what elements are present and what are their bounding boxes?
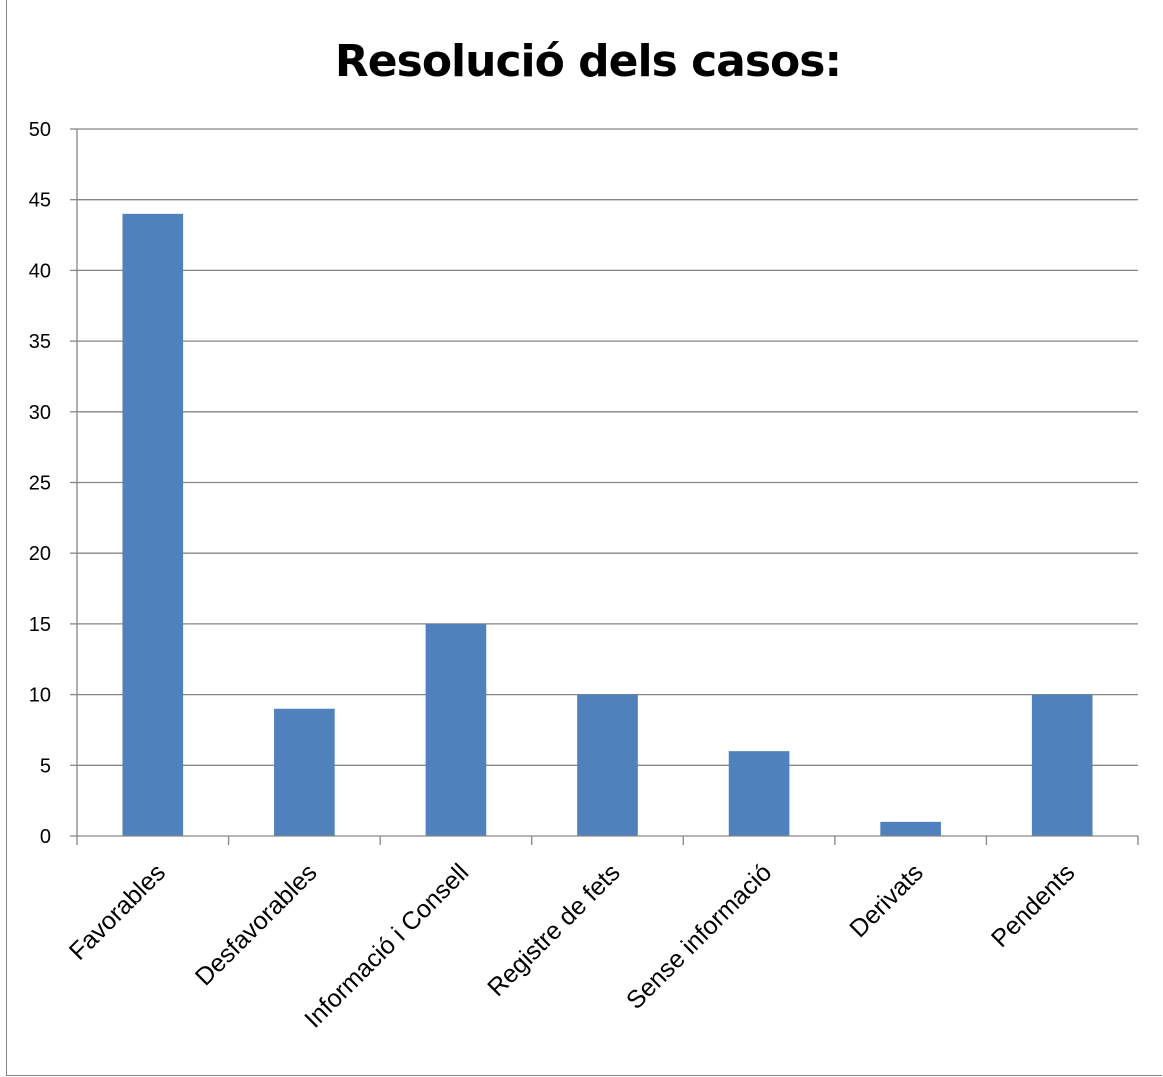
x-tick-label: Pendents: [986, 858, 1080, 952]
chart-title: Resolució dels casos:: [334, 36, 842, 87]
y-tick-label: 45: [29, 190, 51, 212]
y-tick-labels: 0 5 10 15 20 25 30 35 40 45 50: [29, 119, 51, 848]
x-tick-label: Sense informació: [621, 858, 777, 1014]
gridlines: [77, 128, 1138, 766]
x-tick-label: Registre de fets: [482, 858, 626, 1002]
bar: [425, 623, 487, 836]
y-tick-label: 30: [29, 402, 51, 424]
axes: [70, 128, 1139, 845]
y-tick-label: 0: [40, 826, 51, 848]
y-tick-label: 10: [29, 685, 51, 707]
bar: [728, 751, 790, 836]
x-tick-label: Informació i Consell: [299, 858, 474, 1033]
y-tick-label: 50: [29, 119, 51, 141]
x-tick-label: Derivats: [844, 858, 929, 943]
bar: [274, 708, 335, 836]
bars: [122, 213, 1093, 837]
y-tick-label: 25: [29, 473, 51, 495]
bar: [577, 694, 638, 836]
bar: [880, 821, 941, 836]
bar: [122, 213, 184, 837]
y-tick-label: 35: [29, 331, 51, 353]
y-tick-label: 40: [29, 260, 51, 282]
chart-frame: [6, 0, 1162, 1076]
bar: [1031, 694, 1093, 836]
x-tick-label: Desfavorables: [190, 858, 323, 991]
x-tick-label: Favorables: [64, 858, 171, 965]
y-tick-label: 5: [40, 755, 51, 777]
y-tick-label: 15: [29, 614, 51, 636]
y-tick-label: 20: [29, 543, 51, 565]
